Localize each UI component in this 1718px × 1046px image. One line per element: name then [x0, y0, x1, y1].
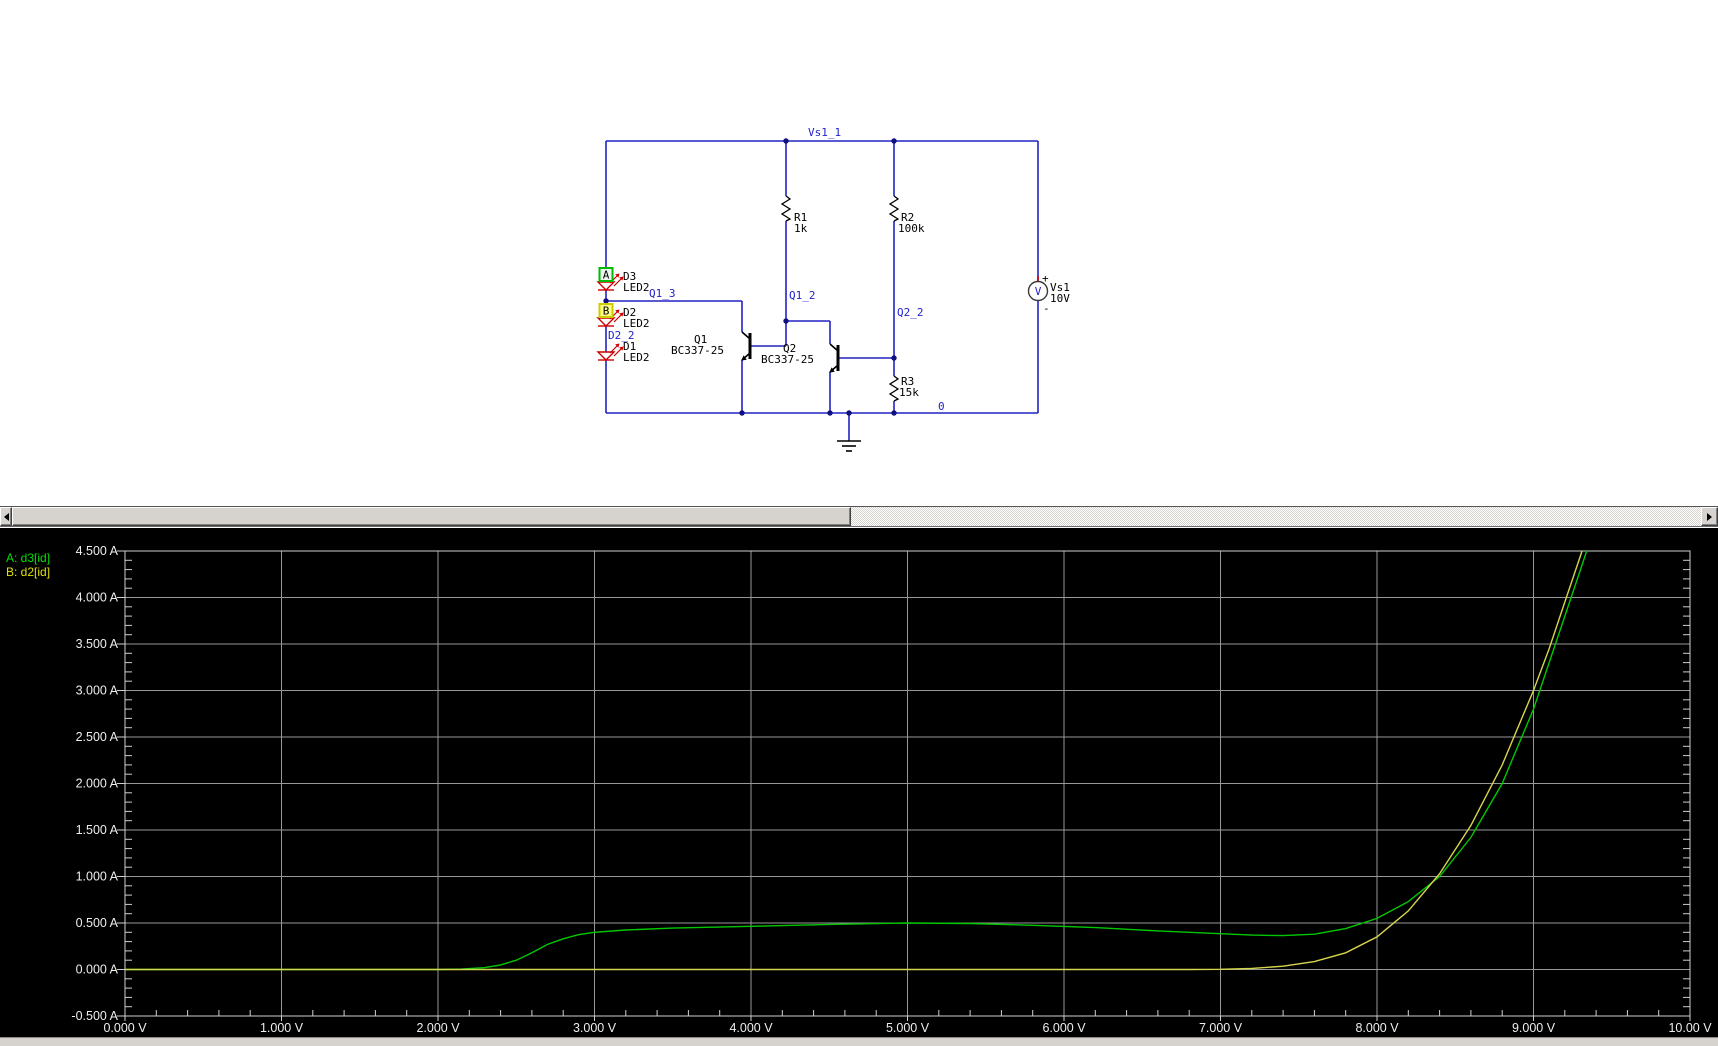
label-q1-name: Q1 [694, 333, 707, 346]
resistor-r2[interactable] [889, 195, 899, 222]
scrollbar-thumb[interactable] [12, 507, 851, 526]
x-axis-label: 1.000 V [260, 1021, 304, 1035]
net-label-d2-2: D2_2 [608, 329, 635, 342]
y-axis-label: 1.000 A [76, 870, 119, 884]
scroll-left-button[interactable] [0, 507, 12, 526]
probe-a[interactable]: A [598, 267, 614, 282]
y-axis-label: 2.000 A [76, 777, 119, 791]
net-label-vs1-1: Vs1_1 [808, 126, 841, 139]
x-axis-label: 7.000 V [1199, 1021, 1243, 1035]
x-axis-label: 6.000 V [1042, 1021, 1086, 1035]
transistor-q2[interactable] [827, 342, 840, 375]
x-axis-label: 10.00 V [1668, 1021, 1712, 1035]
probe-b-label: B [603, 305, 610, 318]
x-axis-label: 0.000 V [103, 1021, 147, 1035]
net-label-q1-2: Q1_2 [789, 289, 816, 302]
y-axis-label: 1.500 A [76, 823, 119, 837]
source-plus-sign: + [1042, 272, 1049, 285]
ground-symbol[interactable] [837, 440, 861, 452]
x-axis-label: 8.000 V [1355, 1021, 1399, 1035]
probe-b[interactable]: B [598, 303, 614, 318]
label-r2-name: R2 [901, 211, 914, 224]
label-r2-value: 100k [898, 222, 925, 235]
scroll-right-button[interactable] [1701, 507, 1718, 526]
label-d3-value: LED2 [623, 281, 650, 294]
resistor-r3[interactable] [889, 375, 899, 402]
net-label-ground: 0 [938, 400, 945, 413]
x-axis-label: 3.000 V [573, 1021, 617, 1035]
label-d1-name: D1 [623, 340, 636, 353]
label-q2-value: BC337-25 [761, 353, 814, 366]
x-axis-label: 5.000 V [886, 1021, 930, 1035]
label-q2-name: Q2 [783, 342, 796, 355]
label-d3-name: D3 [623, 270, 636, 283]
status-strip [0, 1037, 1718, 1046]
x-axis-label: 9.000 V [1512, 1021, 1556, 1035]
source-minus-sign: - [1043, 302, 1050, 315]
label-q1-value: BC337-25 [671, 344, 724, 357]
pane-divider [0, 506, 1718, 507]
source-value: 10V [1050, 292, 1070, 305]
scrollbar-track[interactable] [851, 507, 1701, 526]
net-label-q2-2: Q2_2 [897, 306, 924, 319]
y-axis-label: 4.500 A [76, 544, 119, 558]
y-axis-label: 3.000 A [76, 684, 119, 698]
source-name: Vs1 [1050, 281, 1070, 294]
resistor-r1[interactable] [781, 195, 791, 222]
led-d1[interactable] [597, 342, 625, 361]
y-axis-label: 4.000 A [76, 591, 119, 605]
y-axis-label: 3.500 A [76, 637, 119, 651]
y-axis-label: 2.500 A [76, 730, 119, 744]
label-r3-value: 15k [899, 386, 919, 399]
scrollbar-bar [0, 507, 1718, 527]
schematic-canvas: A B V + - Vs1 10V D3 LED2 D2 LED2 D1 LED… [597, 126, 1071, 452]
net-label-q1-3: Q1_3 [649, 287, 676, 300]
label-r3-name: R3 [901, 375, 914, 388]
waveform-panel: A: d3[id] B: d2[id] 4.500 A 4.000 A 3.500 … [0, 528, 1718, 1037]
scroll-right-icon [1707, 512, 1716, 521]
x-axis-label: 2.000 V [416, 1021, 460, 1035]
label-d2-value: LED2 [623, 317, 650, 330]
x-axis-label: 4.000 V [729, 1021, 773, 1035]
label-r1-name: R1 [794, 211, 807, 224]
curve-d2id [125, 551, 1583, 971]
y-axis-label: -0.500 A [71, 1009, 118, 1023]
scroll-left-icon [0, 512, 9, 521]
legend-entry-a: A: d3[id] [6, 551, 50, 565]
plot-frame [124, 550, 1691, 1017]
voltage-source-vs1[interactable]: V + - Vs1 10V [1027, 272, 1071, 315]
y-axis-label: 0.500 A [76, 916, 119, 930]
junction-dots [603, 138, 897, 416]
source-v-symbol: V [1035, 285, 1042, 298]
probe-a-label: A [603, 269, 610, 282]
label-d2-name: D2 [623, 306, 636, 319]
curve-d3id [125, 551, 1588, 971]
label-d1-value: LED2 [623, 351, 650, 364]
label-r1-value: 1k [794, 222, 808, 235]
horizontal-scrollbar [0, 506, 1718, 528]
y-axis-label: 0.000 A [76, 963, 119, 977]
waveform-plot: A: d3[id] B: d2[id] 4.500 A 4.000 A 3.500 … [6, 544, 1712, 1035]
transistor-q1[interactable] [739, 330, 752, 363]
legend-entry-b: B: d2[id] [6, 565, 50, 579]
